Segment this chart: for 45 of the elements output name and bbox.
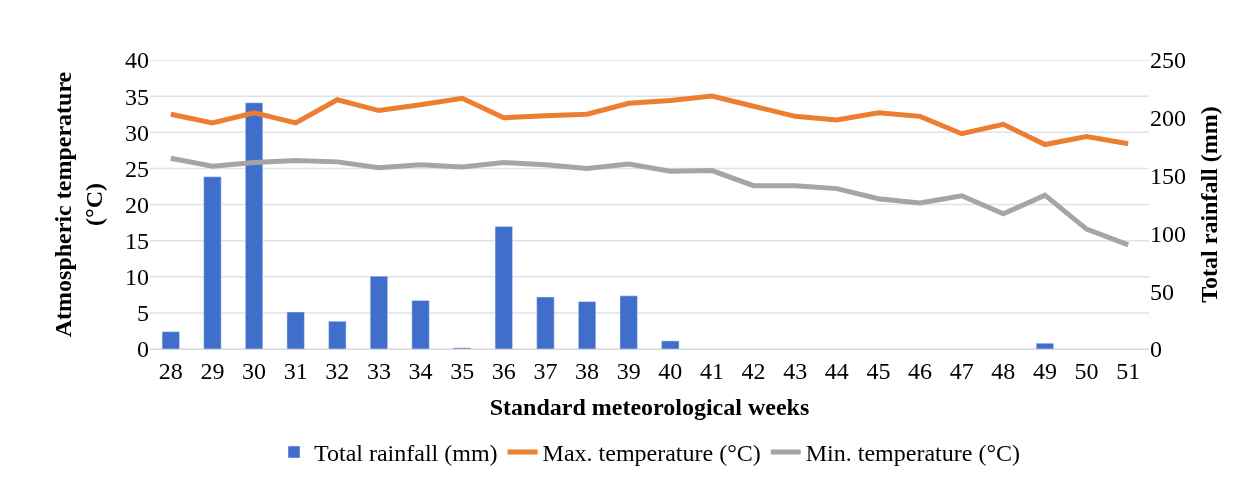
- y2-tick-label: 100: [1150, 220, 1186, 247]
- x-tick-label: 33: [366, 357, 391, 384]
- x-tick-label: 34: [408, 357, 433, 384]
- x-tick-label: 35: [450, 357, 475, 384]
- y2-tick-label: 250: [1150, 47, 1186, 74]
- x-tick-label: 29: [200, 357, 225, 384]
- legend-label: Min. temperature (°C): [805, 440, 1020, 467]
- x-tick-label: 44: [824, 357, 849, 384]
- y-tick-label: 30: [125, 119, 149, 146]
- y-tick-label: 35: [125, 83, 149, 110]
- x-tick-label: 39: [616, 357, 641, 384]
- x-tick-label: 31: [283, 357, 308, 384]
- x-tick-label: 45: [866, 357, 891, 384]
- x-tick-label: 28: [158, 357, 183, 384]
- x-tick-label: 46: [908, 357, 933, 384]
- y-tick-label: 40: [125, 47, 149, 74]
- y2-tick-label: 50: [1150, 278, 1174, 305]
- y-tick-label: 20: [125, 191, 149, 218]
- x-tick-label: 32: [325, 357, 350, 384]
- y-tick-label: 5: [137, 300, 149, 327]
- legend-label: Total rainfall (mm): [314, 440, 498, 467]
- y2-tick-label: 200: [1150, 105, 1186, 132]
- x-tick-label: 47: [949, 357, 974, 384]
- y2-tick-label: 150: [1150, 163, 1186, 189]
- y-axis-title: Atmospheric temperature (°C): [49, 71, 108, 338]
- y2-tick-label: 0: [1150, 336, 1162, 363]
- y-tick-label: 25: [125, 155, 149, 182]
- y-tick-label: 15: [125, 228, 149, 255]
- x-tick-label: 49: [1032, 357, 1057, 384]
- y2-axis-title: Total rainfall (mm): [1196, 106, 1223, 303]
- x-tick-label: 50: [1074, 357, 1099, 384]
- y-tick-label: 0: [137, 336, 149, 363]
- x-tick-label: 37: [533, 357, 558, 384]
- x-tick-label: 36: [491, 357, 516, 384]
- x-tick-label: 43: [783, 357, 808, 384]
- legend-label: Max. temperature (°C): [542, 440, 761, 467]
- x-tick-label: 30: [242, 357, 267, 384]
- x-tick-label: 40: [658, 357, 683, 384]
- x-tick-label: 41: [699, 357, 724, 384]
- y-tick-label: 10: [125, 264, 149, 291]
- x-tick-label: 42: [741, 357, 766, 384]
- x-tick-label: 48: [991, 357, 1016, 384]
- x-tick-label: 51: [1116, 357, 1141, 384]
- x-axis-title: Standard meteorological weeks: [489, 394, 810, 421]
- x-tick-label: 38: [575, 357, 600, 384]
